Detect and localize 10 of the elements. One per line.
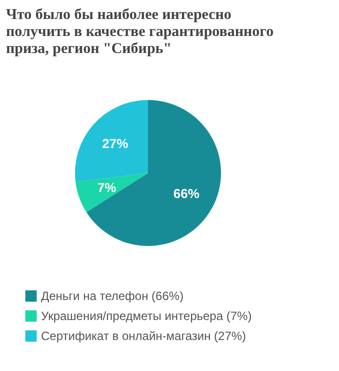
pie-slice <box>75 100 148 182</box>
data-label: 7% <box>97 180 117 195</box>
pie-slice <box>86 100 221 246</box>
legend-label: Сертификат в онлайн-магазин (27%) <box>41 329 246 343</box>
data-label: 27% <box>102 136 129 152</box>
pie-slice <box>76 173 148 212</box>
legend-label: Украшения/предметы интерьера (7%) <box>41 309 252 323</box>
data-label: 66% <box>173 186 200 202</box>
legend-label: Деньги на телефон (66%) <box>41 289 184 303</box>
chart-title: Что было бы наиболее интересно получить в качестве гарантированного приза, регион "Сибирь" <box>6 7 274 57</box>
